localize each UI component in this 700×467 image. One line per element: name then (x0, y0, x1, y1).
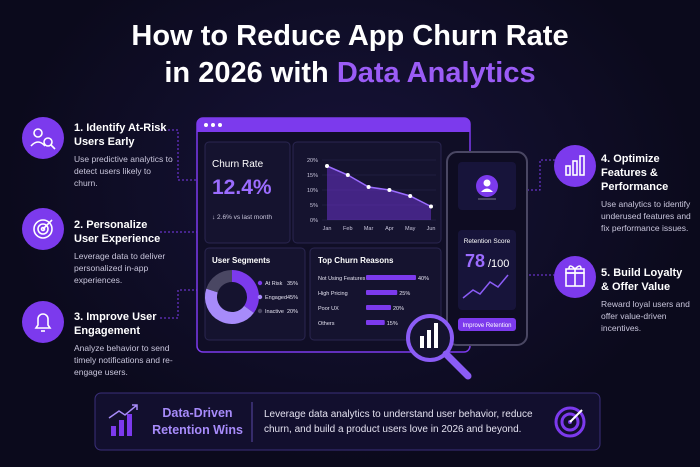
step-description: Use predictive analytics to detect users… (74, 154, 173, 188)
step-title: 2. Personalize User Experience (74, 219, 161, 245)
y-tick-label: 0% (310, 218, 318, 224)
step-description: Leverage data to deliver personalized in… (74, 251, 166, 285)
phone (446, 151, 528, 346)
legend-swatch (257, 308, 263, 314)
bar-value: 40% (418, 276, 429, 282)
icon-glyphs (30, 128, 585, 332)
magnifier (406, 314, 472, 380)
bar-value: 20% (393, 306, 404, 312)
legend-swatch (257, 294, 263, 300)
retention-score: 78 (465, 251, 485, 271)
area (327, 166, 431, 220)
point (387, 188, 392, 192)
bar (366, 320, 385, 325)
y-tick-label: 5% (310, 203, 318, 209)
line (326, 165, 432, 208)
step: 1. Identify At-Risk Users Early Use predi… (74, 121, 174, 189)
title-highlight: Data Analytics (336, 57, 536, 89)
step: 5. Build Loyalty & Offer Value Reward loy… (601, 266, 693, 334)
bar-value: 15% (387, 321, 398, 327)
step-title: 1. Identify At-Risk Users Early (74, 122, 167, 148)
donut-segment (205, 288, 254, 324)
donut-segment (231, 270, 259, 313)
step: 2. Personalize User Experience Leverage d… (74, 218, 174, 286)
x-tick-label: Mar (364, 226, 374, 232)
retention-button[interactable]: Improve Retention (462, 323, 511, 329)
step-description: Reward loyal users and offer value-drive… (601, 299, 690, 333)
footer-text: Leverage data analytics to understand us… (264, 409, 533, 435)
point (345, 173, 350, 177)
legend-label: Engaged (265, 295, 287, 301)
legend-swatch (257, 280, 263, 286)
title-line2: in 2026 with Data Analytics (0, 57, 700, 90)
reason-name: Others (318, 321, 335, 327)
point (325, 164, 329, 168)
footer-box (94, 392, 601, 451)
segment-value: 20% (287, 309, 298, 315)
retention-out-of: /100 (488, 258, 509, 270)
x-tick-label: Jan (323, 226, 332, 232)
legend-label: Inactive (265, 309, 284, 315)
x-tick-label: Feb (343, 226, 352, 232)
y-tick-label: 20% (307, 158, 318, 164)
title-plain: in 2026 with (164, 57, 329, 89)
bar (366, 290, 398, 295)
point (366, 185, 371, 189)
churn-value: 12.4% (212, 176, 272, 199)
y-tick-label: 15% (307, 173, 318, 179)
segment-value: 35% (287, 281, 298, 287)
churn-label: Churn Rate (212, 159, 264, 170)
reason-name: Poor UX (318, 306, 339, 312)
step: 3. Improve User Engagement Analyze behavi… (74, 310, 174, 378)
segments-title: User Segments (212, 256, 271, 265)
churn-change: ↓ 2.6% vs last month (212, 214, 272, 221)
connectors (160, 129, 555, 319)
step-title: 5. Build Loyalty & Offer Value (601, 267, 683, 293)
point (429, 204, 433, 209)
step-description: Analyze behavior to send timely notifica… (74, 343, 173, 377)
reasons-title: Top Churn Reasons (318, 256, 394, 265)
step-description: Use analytics to identify underused feat… (601, 199, 691, 233)
bar-value: 25% (399, 291, 410, 297)
y-tick-label: 10% (307, 188, 318, 194)
reason-name: Not Using Features (318, 276, 366, 282)
retention-label: Retention Score (464, 238, 511, 245)
x-tick-label: Apr (385, 226, 394, 232)
point (408, 194, 413, 198)
legend-label: At Risk (265, 281, 283, 287)
bar (366, 305, 391, 310)
step: 4. Optimize Features & Performance Use an… (601, 152, 698, 234)
donut-segment (206, 270, 233, 293)
title-line1: How to Reduce App Churn Rate (131, 20, 569, 52)
step-title: 3. Improve User Engagement (74, 311, 157, 337)
x-tick-label: May (405, 226, 416, 232)
step-title: 4. Optimize Features & Performance (601, 153, 669, 193)
segment-value: 45% (287, 295, 298, 301)
reason-name: High Pricing (318, 291, 348, 297)
x-tick-label: Jun (427, 226, 436, 232)
footer-title: Data-Driven Retention Wins (152, 406, 243, 437)
bar (366, 275, 416, 280)
